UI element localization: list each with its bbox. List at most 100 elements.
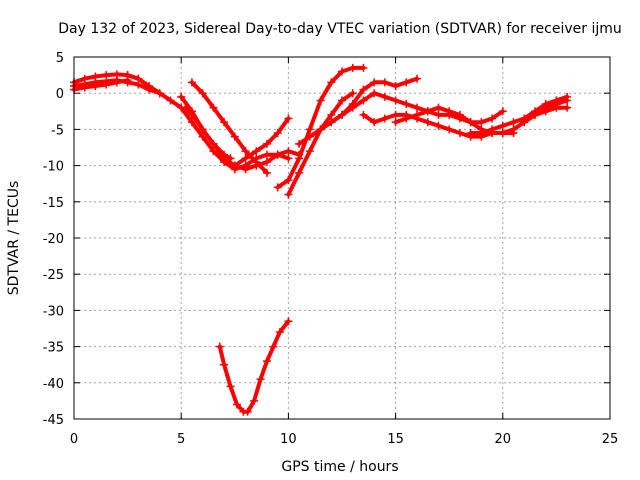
y-tick-label: 0 — [56, 87, 64, 102]
x-axis-label: GPS time / hours — [281, 459, 398, 475]
series-line — [232, 116, 291, 168]
x-tick-label: 10 — [280, 432, 297, 447]
data-point — [295, 168, 304, 177]
data-point — [477, 118, 486, 127]
data-point — [563, 103, 572, 112]
data-point — [402, 78, 411, 87]
data-point — [241, 165, 250, 174]
series-track-g — [187, 78, 271, 177]
data-point — [509, 129, 518, 138]
data-point — [241, 154, 250, 163]
data-point — [391, 110, 400, 119]
data-point — [166, 96, 175, 105]
data-point — [552, 103, 561, 112]
data-point — [187, 78, 196, 87]
data-point — [541, 100, 550, 109]
chart-title: Day 132 of 2023, Sidereal Day-to-day VTE… — [58, 21, 622, 37]
data-point — [552, 96, 561, 105]
series-line — [179, 94, 233, 161]
series-line — [125, 73, 291, 172]
series-line — [217, 319, 291, 414]
data-point — [226, 154, 235, 163]
data-point — [284, 147, 293, 156]
data-point — [295, 154, 304, 163]
data-point — [256, 375, 265, 384]
data-point — [262, 139, 271, 148]
data-point — [477, 129, 486, 138]
y-tick-label: -35 — [43, 341, 64, 356]
data-point — [273, 183, 282, 192]
series-line — [189, 80, 269, 175]
data-point — [198, 125, 207, 134]
data-point — [209, 103, 218, 112]
data-point — [250, 396, 259, 405]
data-point — [269, 342, 278, 351]
data-point — [413, 103, 422, 112]
x-tick-label: 0 — [70, 432, 78, 447]
data-point — [434, 110, 443, 119]
data-point — [262, 168, 271, 177]
data-point — [198, 132, 207, 141]
x-tick-label: 25 — [602, 432, 619, 447]
axis-ticks: 0 5 10 15 20 25 5 0 -5 -10 -15 -20 -25 -30 -35 -40 -45 — [43, 51, 619, 447]
data-point — [284, 190, 293, 199]
data-point — [80, 74, 89, 83]
y-tick-label: -20 — [43, 232, 64, 247]
data-point — [338, 67, 346, 76]
data-point — [273, 129, 282, 138]
data-point — [209, 139, 218, 148]
data-point — [488, 114, 497, 123]
series-track-h — [230, 114, 293, 170]
data-point — [520, 118, 529, 127]
data-point — [434, 103, 443, 112]
data-point — [230, 161, 239, 170]
data-point — [338, 110, 346, 119]
data-point — [275, 328, 284, 337]
data-point — [177, 92, 186, 101]
data-point — [434, 121, 443, 130]
data-point — [241, 147, 250, 156]
data-point — [91, 78, 100, 87]
data-point — [262, 357, 271, 366]
data-point — [305, 132, 314, 141]
data-point — [380, 92, 389, 101]
data-point — [316, 125, 325, 134]
y-tick-label: -45 — [43, 413, 64, 428]
data-point — [370, 118, 379, 127]
data-point — [455, 129, 464, 138]
data-point — [338, 96, 346, 105]
data-point — [295, 139, 304, 148]
data-point — [327, 118, 336, 127]
data-point — [209, 147, 218, 156]
series-track-j — [295, 74, 422, 148]
data-point — [232, 400, 241, 409]
series-track-n — [391, 103, 518, 138]
data-point — [187, 118, 196, 127]
data-point — [391, 81, 400, 90]
data-point — [327, 78, 336, 87]
data-point — [359, 63, 368, 72]
y-tick-label: -5 — [51, 123, 64, 138]
data-point — [252, 147, 261, 156]
series-line — [468, 94, 570, 135]
data-point — [230, 132, 239, 141]
data-point — [220, 118, 229, 127]
data-point — [123, 78, 132, 87]
data-point — [423, 107, 432, 116]
data-point — [359, 85, 368, 94]
data-point — [359, 110, 368, 119]
data-point — [262, 150, 271, 159]
data-point — [380, 78, 389, 87]
series-outlier-dip — [215, 317, 293, 416]
data-point — [134, 74, 143, 83]
data-point — [273, 150, 282, 159]
data-point — [252, 157, 261, 166]
data-point — [220, 360, 229, 369]
y-tick-label: 5 — [56, 51, 64, 66]
data-point — [509, 118, 518, 127]
data-point — [413, 74, 422, 83]
data-point — [445, 125, 454, 134]
data-point — [466, 129, 475, 138]
y-tick-label: -25 — [43, 268, 64, 283]
